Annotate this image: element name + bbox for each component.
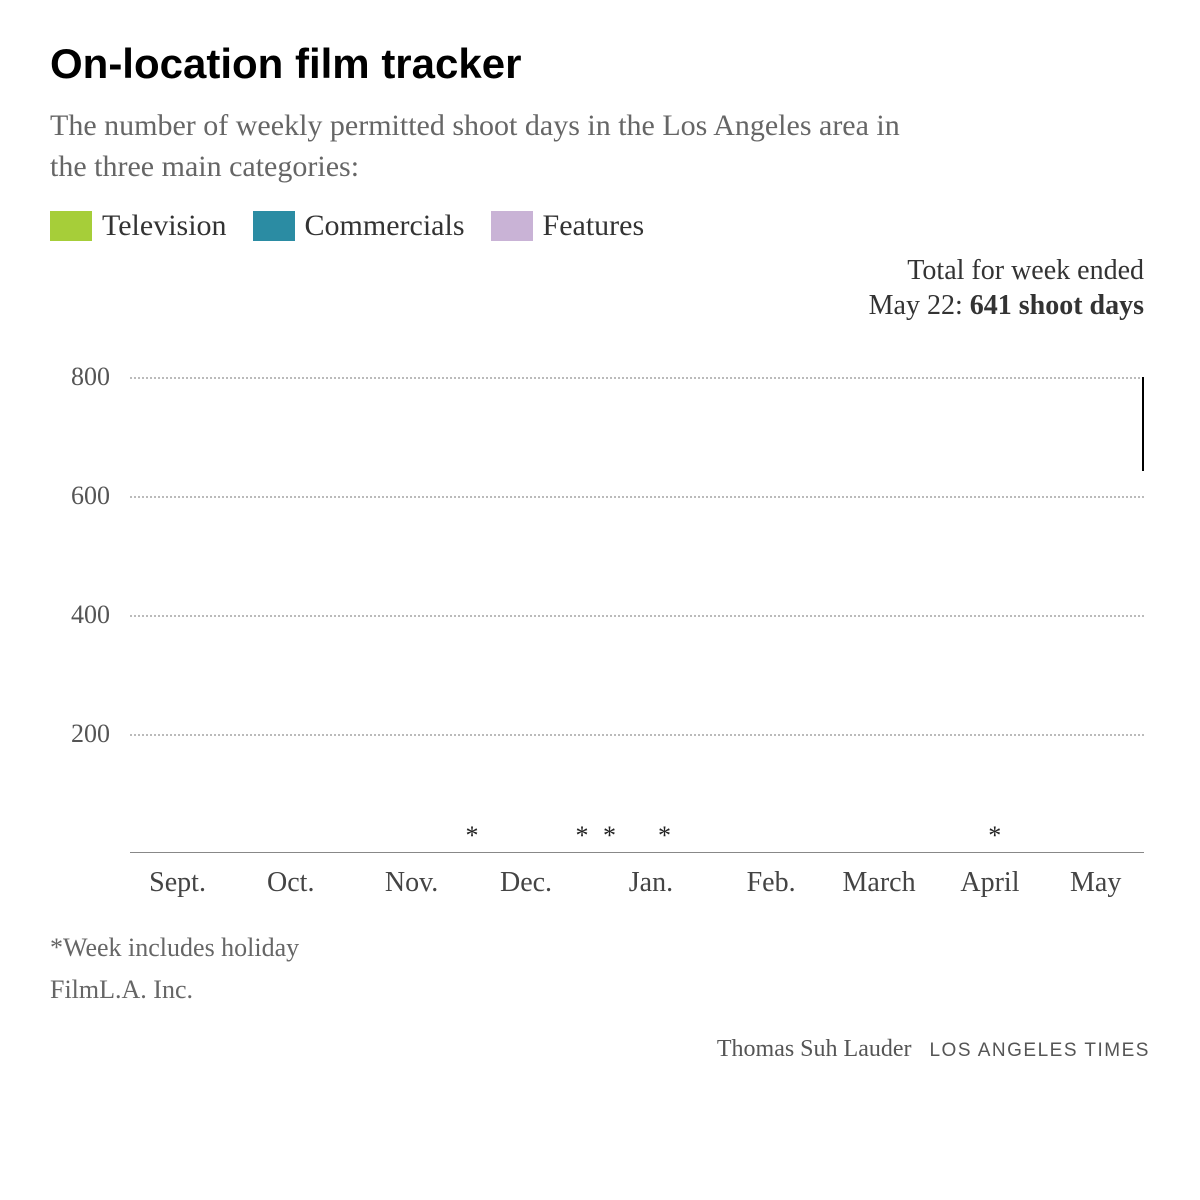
callout-line [1142, 377, 1144, 472]
credit-publication: LOS ANGELES TIMES [929, 1040, 1150, 1061]
x-axis-label: Oct. [267, 867, 314, 899]
chart-title: On-location film tracker [50, 40, 1150, 88]
holiday-asterisk [735, 823, 759, 849]
holiday-asterisk [350, 823, 374, 849]
footnotes: *Week includes holiday FilmL.A. Inc. [50, 927, 1150, 1010]
y-axis: 200 400 600 800 [50, 329, 122, 853]
legend-item: Television [50, 209, 227, 243]
holiday-asterisk: * [653, 823, 677, 849]
holiday-asterisk [763, 823, 787, 849]
holiday-asterisk [1066, 823, 1090, 849]
x-axis-labels: Sept. Oct. Nov. Dec. Jan. Feb. March April May [130, 861, 1144, 899]
holiday-asterisk [158, 823, 182, 849]
callout-text: Total for week ended May 22: 641 shoot d… [50, 253, 1150, 323]
legend-swatch [491, 211, 533, 241]
x-axis-label: April [960, 867, 1019, 899]
bars-container [130, 329, 1144, 853]
chart-subtitle: The number of weekly permitted shoot day… [50, 106, 910, 187]
holiday-asterisk [323, 823, 347, 849]
legend-swatch [253, 211, 295, 241]
x-axis-label: Jan. [629, 867, 673, 899]
holiday-asterisk [268, 823, 292, 849]
holiday-asterisk [240, 823, 264, 849]
legend: Television Commercials Features [50, 209, 1150, 243]
holiday-asterisk [928, 823, 952, 849]
holiday-asterisk [1093, 823, 1117, 849]
holiday-asterisk [130, 823, 154, 849]
x-axis-label: March [843, 867, 916, 899]
holiday-asterisk [1011, 823, 1035, 849]
holiday-asterisk [405, 823, 429, 849]
y-tick-label: 400 [71, 600, 110, 630]
x-axis-label: Sept. [149, 867, 206, 899]
holiday-asterisk [378, 823, 402, 849]
y-tick-label: 800 [71, 362, 110, 392]
holiday-asterisk [680, 823, 704, 849]
legend-swatch [50, 211, 92, 241]
credit-line: Thomas Suh Lauder LOS ANGELES TIMES [50, 1036, 1150, 1063]
legend-item: Features [491, 209, 645, 243]
holiday-asterisk [1121, 823, 1145, 849]
legend-label: Television [102, 209, 227, 243]
holiday-asterisk [543, 823, 567, 849]
chart: 200400600800 ***** Sept.Oct.Nov.Dec.Jan.… [50, 329, 1150, 899]
baseline [130, 852, 1144, 853]
holiday-asterisk [488, 823, 512, 849]
holiday-asterisk [818, 823, 842, 849]
holiday-asterisk [433, 823, 457, 849]
holiday-asterisk [295, 823, 319, 849]
holiday-asterisk [873, 823, 897, 849]
holiday-asterisk: * [983, 823, 1007, 849]
holiday-asterisk [845, 823, 869, 849]
legend-label: Features [543, 209, 645, 243]
holiday-asterisk: * [570, 823, 594, 849]
holiday-asterisk [955, 823, 979, 849]
holiday-asterisk [625, 823, 649, 849]
holiday-asterisk [515, 823, 539, 849]
x-axis-label: Feb. [747, 867, 796, 899]
holiday-asterisk [900, 823, 924, 849]
holiday-asterisk [185, 823, 209, 849]
footnote-holiday: *Week includes holiday [50, 927, 1150, 969]
holiday-asterisk [790, 823, 814, 849]
holiday-markers: ***** [130, 823, 1144, 849]
legend-item: Commercials [253, 209, 465, 243]
holiday-asterisk: * [598, 823, 622, 849]
holiday-asterisk [213, 823, 237, 849]
holiday-asterisk: * [460, 823, 484, 849]
x-axis-label: May [1070, 867, 1121, 899]
footnote-source: FilmL.A. Inc. [50, 969, 1150, 1011]
plot-area [130, 329, 1144, 853]
credit-author: Thomas Suh Lauder [717, 1036, 912, 1062]
x-axis-label: Dec. [500, 867, 552, 899]
legend-label: Commercials [305, 209, 465, 243]
holiday-asterisk [708, 823, 732, 849]
holiday-asterisk [1038, 823, 1062, 849]
y-tick-label: 200 [71, 719, 110, 749]
y-tick-label: 600 [71, 481, 110, 511]
x-axis-label: Nov. [385, 867, 438, 899]
